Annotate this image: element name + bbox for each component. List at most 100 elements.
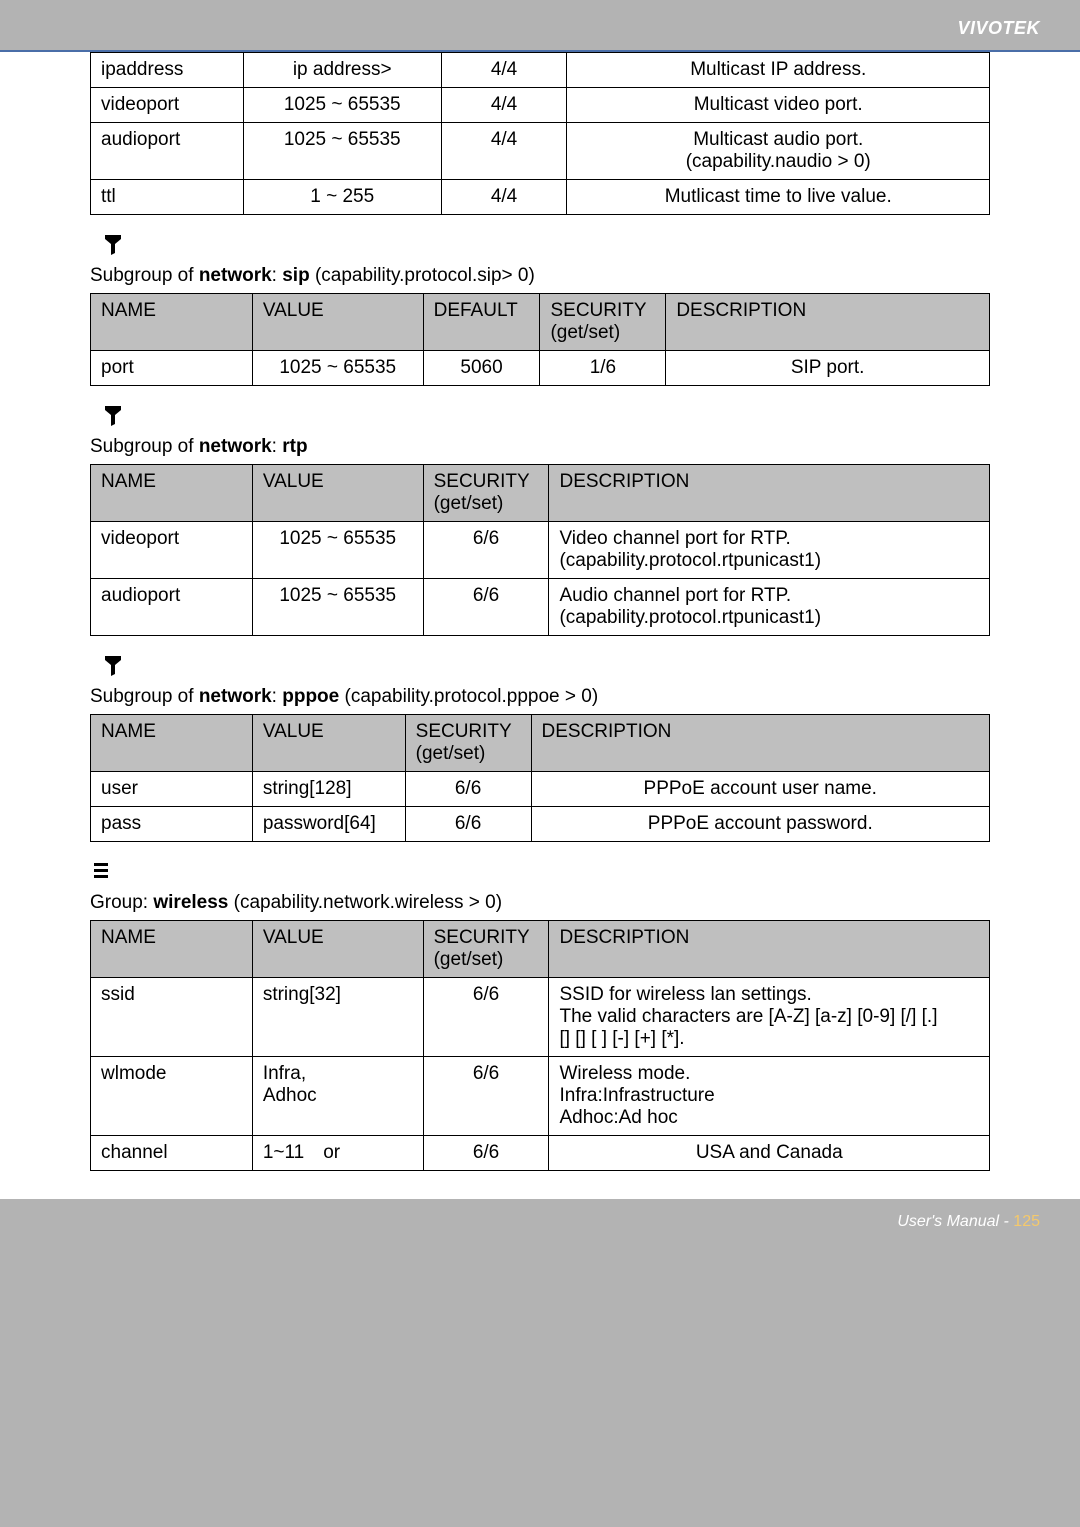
caption-text: (capability.protocol.pppoe > 0)	[339, 686, 598, 707]
cell-name: wlmode	[91, 1057, 253, 1136]
cell-desc: USA and Canada	[549, 1136, 990, 1171]
col-desc: DESCRIPTION	[531, 715, 990, 772]
cell-name: videoport	[91, 88, 244, 123]
cell-desc: SSID for wireless lan settings. The vali…	[549, 978, 990, 1057]
cell-value: string[32]	[252, 978, 423, 1057]
caption-text: :	[272, 436, 283, 457]
cell-security: 6/6	[423, 1057, 549, 1136]
table-row: videoport 1025 ~ 65535 4/4 Multicast vid…	[91, 88, 990, 123]
cell-name: user	[91, 772, 253, 807]
cell-desc: Multicast audio port. (capability.naudio…	[567, 123, 990, 180]
cell-desc: Multicast video port.	[567, 88, 990, 123]
cell-value: 1~11 or	[252, 1136, 423, 1171]
cell-value: password[64]	[252, 807, 405, 842]
table-row: port 1025 ~ 65535 5060 1/6 SIP port.	[91, 351, 990, 386]
cell-security: 4/4	[441, 53, 567, 88]
cell-value: string[128]	[252, 772, 405, 807]
caption-bold: wireless	[153, 892, 228, 913]
footer-label: User's Manual -	[897, 1213, 1013, 1230]
caption-bold: pppoe	[282, 686, 339, 707]
cell-value: ip address>	[243, 53, 441, 88]
cell-desc: Audio channel port for RTP. (capability.…	[549, 579, 990, 636]
col-value: VALUE	[252, 294, 423, 351]
cell-name: audioport	[91, 579, 253, 636]
cell-desc: Video channel port for RTP. (capability.…	[549, 522, 990, 579]
table-row: videoport 1025 ~ 65535 6/6 Video channel…	[91, 522, 990, 579]
col-desc: DESCRIPTION	[549, 921, 990, 978]
caption-text: :	[272, 265, 283, 286]
cell-desc: Mutlicast time to live value.	[567, 180, 990, 215]
table-wireless: NAME VALUE SECURITY (get/set) DESCRIPTIO…	[90, 920, 990, 1171]
cell-name: pass	[91, 807, 253, 842]
cell-value: 1025 ~ 65535	[252, 351, 423, 386]
col-name: NAME	[91, 465, 253, 522]
caption-rtp: Subgroup of network: rtp	[90, 436, 990, 458]
table-row: ssid string[32] 6/6 SSID for wireless la…	[91, 978, 990, 1057]
cell-desc: PPPoE account password.	[531, 807, 990, 842]
caption-bold: sip	[282, 265, 309, 286]
table-row: ttl 1 ~ 255 4/4 Mutlicast time to live v…	[91, 180, 990, 215]
table-header-row: NAME VALUE SECURITY (get/set) DESCRIPTIO…	[91, 715, 990, 772]
caption-sip: Subgroup of network: sip (capability.pro…	[90, 265, 990, 287]
table-row: audioport 1025 ~ 65535 6/6 Audio channel…	[91, 579, 990, 636]
cell-value: Infra, Adhoc	[252, 1057, 423, 1136]
caption-text: Group:	[90, 892, 153, 913]
footer-page-number: 125	[1013, 1213, 1040, 1230]
caption-bold: rtp	[282, 436, 307, 457]
caption-wireless: Group: wireless (capability.network.wire…	[90, 892, 990, 914]
cell-security: 1/6	[540, 351, 666, 386]
cell-security: 6/6	[423, 1136, 549, 1171]
col-value: VALUE	[252, 715, 405, 772]
section-marker-icon	[90, 860, 112, 884]
table-row: ipaddress ip address> 4/4 Multicast IP a…	[91, 53, 990, 88]
col-default: DEFAULT	[423, 294, 540, 351]
table-pppoe: NAME VALUE SECURITY (get/set) DESCRIPTIO…	[90, 714, 990, 842]
brand-label: VIVOTEK	[957, 18, 1040, 38]
cell-desc: PPPoE account user name.	[531, 772, 990, 807]
table-header-row: NAME VALUE SECURITY (get/set) DESCRIPTIO…	[91, 921, 990, 978]
caption-text: Subgroup of	[90, 436, 199, 457]
table-header-row: NAME VALUE SECURITY (get/set) DESCRIPTIO…	[91, 465, 990, 522]
cell-security: 4/4	[441, 180, 567, 215]
cell-value: 1025 ~ 65535	[243, 123, 441, 180]
caption-pppoe: Subgroup of network: pppoe (capability.p…	[90, 686, 990, 708]
cell-value: 1025 ~ 65535	[243, 88, 441, 123]
table-row: user string[128] 6/6 PPPoE account user …	[91, 772, 990, 807]
col-desc: DESCRIPTION	[666, 294, 990, 351]
cell-default: 5060	[423, 351, 540, 386]
cell-value: 1 ~ 255	[243, 180, 441, 215]
cell-desc: Wireless mode. Infra:Infrastructure Adho…	[549, 1057, 990, 1136]
col-value: VALUE	[252, 465, 423, 522]
section-marker-icon	[102, 233, 124, 257]
cell-security: 4/4	[441, 88, 567, 123]
table-row: pass password[64] 6/6 PPPoE account pass…	[91, 807, 990, 842]
caption-text: (capability.network.wireless > 0)	[228, 892, 502, 913]
cell-name: ssid	[91, 978, 253, 1057]
caption-bold: network	[199, 436, 272, 457]
cell-name: ipaddress	[91, 53, 244, 88]
caption-bold: network	[199, 686, 272, 707]
table-row: audioport 1025 ~ 65535 4/4 Multicast aud…	[91, 123, 990, 180]
section-marker-icon	[102, 654, 124, 678]
cell-desc: SIP port.	[666, 351, 990, 386]
cell-desc: Multicast IP address.	[567, 53, 990, 88]
cell-security: 4/4	[441, 123, 567, 180]
caption-bold: network	[199, 265, 272, 286]
col-security: SECURITY (get/set)	[540, 294, 666, 351]
cell-security: 6/6	[405, 807, 531, 842]
caption-text: Subgroup of	[90, 686, 199, 707]
cell-security: 6/6	[423, 522, 549, 579]
cell-security: 6/6	[405, 772, 531, 807]
cell-name: audioport	[91, 123, 244, 180]
table-multicast: ipaddress ip address> 4/4 Multicast IP a…	[90, 52, 990, 215]
section-marker-icon	[102, 404, 124, 428]
brand-header: VIVOTEK	[0, 0, 1080, 50]
table-rtp: NAME VALUE SECURITY (get/set) DESCRIPTIO…	[90, 464, 990, 636]
page-footer: User's Manual - 125	[0, 1199, 1080, 1257]
cell-security: 6/6	[423, 978, 549, 1057]
cell-name: ttl	[91, 180, 244, 215]
cell-security: 6/6	[423, 579, 549, 636]
caption-text: (capability.protocol.sip> 0)	[310, 265, 535, 286]
cell-name: port	[91, 351, 253, 386]
table-header-row: NAME VALUE DEFAULT SECURITY (get/set) DE…	[91, 294, 990, 351]
